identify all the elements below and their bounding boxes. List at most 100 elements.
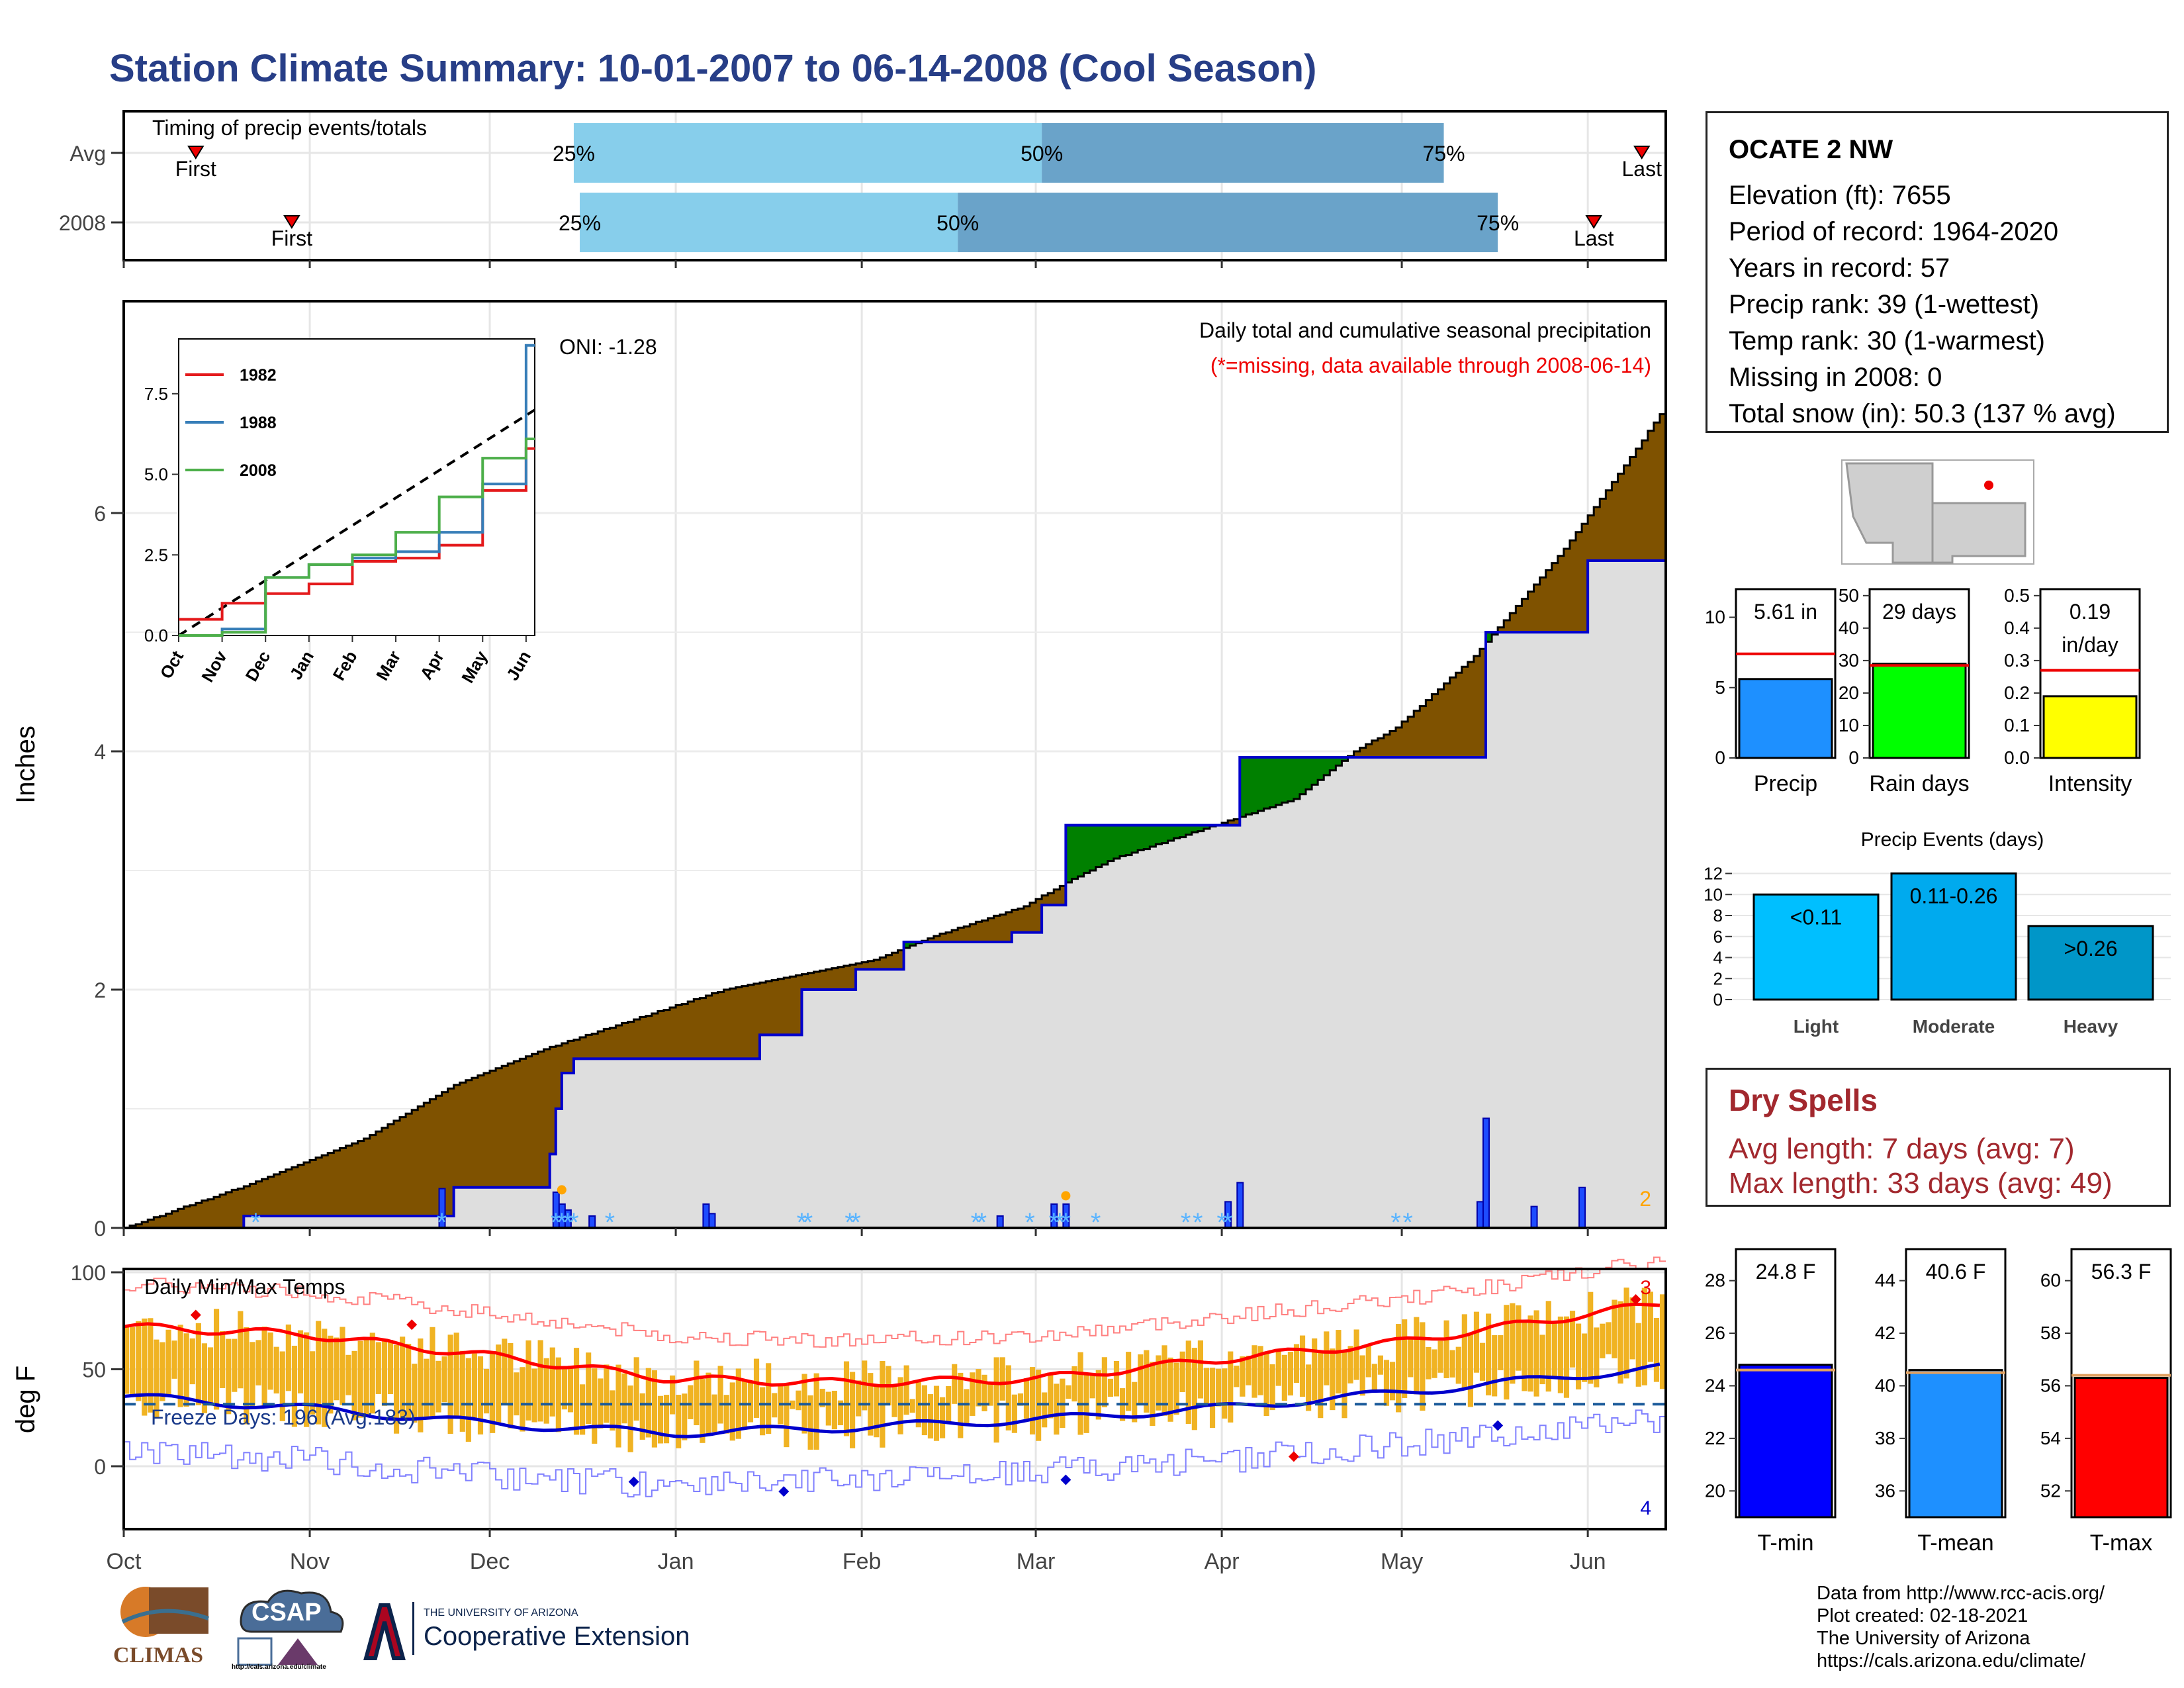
tmin-y-tick-label: 20 <box>1705 1480 1725 1501</box>
temp-daily-bar <box>1240 1356 1246 1397</box>
temp-daily-bar <box>723 1395 729 1434</box>
temp-daily-bar <box>850 1372 856 1448</box>
timing-first-label: First <box>175 157 216 181</box>
temp-daily-bar <box>1234 1366 1240 1387</box>
timing-last-label: Last <box>1574 226 1614 250</box>
temp-daily-bar <box>663 1395 670 1444</box>
tmean-y-tick-label: 40 <box>1875 1375 1895 1395</box>
precip-daily-bar <box>1476 1201 1484 1229</box>
tmin-y-tick-label: 26 <box>1705 1323 1725 1343</box>
precip-total-value-label: 5.61 in <box>1754 600 1817 624</box>
station-info-panel: OCATE 2 NW Elevation (ft): 7655 Period o… <box>1706 111 2169 433</box>
timing-label-75: 75% <box>1477 211 1519 235</box>
temp-daily-bar <box>825 1391 831 1426</box>
tmax-category-label: T-max <box>2090 1530 2152 1556</box>
temp-daily-bar <box>201 1343 208 1413</box>
precip-snow-marker: * <box>850 1208 861 1237</box>
temp-daily-bar <box>903 1365 909 1415</box>
temp-daily-bar <box>561 1368 567 1410</box>
intensity-value-label: 0.19 <box>2070 600 2111 624</box>
temp-daily-bar <box>807 1395 813 1450</box>
temp-daily-bar <box>1132 1382 1138 1423</box>
tmin-y-tick-label: 28 <box>1705 1270 1725 1291</box>
tmin-y-tick-label: 24 <box>1705 1375 1725 1395</box>
temp-daily-bar <box>154 1339 159 1418</box>
temp-daily-bar <box>1383 1360 1390 1406</box>
temp-daily-bar <box>1054 1383 1060 1435</box>
precip-y-tick-label: 6 <box>94 502 106 526</box>
precip-events-bar <box>1890 872 2017 1001</box>
temp-daily-bar <box>1402 1319 1408 1399</box>
temp-daily-bar <box>760 1387 766 1436</box>
inset-series-line <box>179 447 535 621</box>
ua-logo-divider <box>412 1602 414 1655</box>
month-tick-label: Jan <box>658 1549 694 1574</box>
precip-snow-marker: * <box>803 1208 813 1237</box>
precip-y-label: Inches <box>11 726 40 804</box>
temp-daily-bar <box>1101 1357 1107 1407</box>
temp-daily-bar <box>537 1340 543 1422</box>
tmean-bar <box>1908 1369 2003 1519</box>
temp-daily-bar <box>1330 1348 1336 1411</box>
temp-daily-bar <box>165 1329 171 1397</box>
precip-daily-bar <box>1578 1186 1586 1229</box>
inset-y-tick-label: 5.0 <box>144 465 168 485</box>
temp-record-low-marker <box>778 1486 790 1497</box>
temp-daily-bar <box>316 1321 322 1425</box>
precip-y-tick-label: 0 <box>94 1217 106 1241</box>
temp-daily-bar <box>999 1357 1005 1401</box>
temp-daily-bar <box>1486 1313 1492 1395</box>
timing-bar-q25-q50 <box>573 123 1042 183</box>
temp-daily-bar <box>627 1385 633 1452</box>
temp-daily-bar <box>1179 1351 1185 1392</box>
temp-daily-bar <box>1257 1346 1263 1395</box>
temp-daily-bar <box>189 1338 195 1385</box>
precip-snow-marker: * <box>1061 1208 1071 1237</box>
temp-daily-bar <box>1197 1340 1203 1399</box>
precip-corner-count: 2 <box>1639 1187 1651 1211</box>
temp-daily-bar <box>1414 1317 1420 1395</box>
month-tick-label: Jun <box>1570 1549 1606 1574</box>
temp-daily-bar <box>1437 1340 1443 1373</box>
temp-daily-bar <box>1173 1362 1179 1415</box>
temp-daily-bar <box>124 1325 130 1394</box>
temp-daily-bar <box>1222 1368 1228 1419</box>
precip-average-overlap <box>124 561 1666 1228</box>
inset-legend-label: 2008 <box>240 461 277 480</box>
precip-events-title: Precip Events (days) <box>1861 829 2044 851</box>
temp-record-high-marker <box>1630 1294 1641 1305</box>
temp-daily-bar <box>1312 1338 1318 1401</box>
temp-daily-bar <box>1306 1364 1312 1411</box>
temp-daily-bar <box>610 1390 615 1431</box>
temp-daily-bar <box>1545 1301 1551 1392</box>
temp-daily-bar <box>369 1333 375 1414</box>
temp-daily-bar <box>586 1352 592 1424</box>
temp-record-low-marker <box>628 1476 639 1487</box>
temp-daily-bar <box>1635 1323 1641 1387</box>
precip-daily-bar <box>1482 1117 1490 1229</box>
temp-daily-bar <box>412 1364 418 1423</box>
temp-daily-bar <box>1011 1394 1017 1433</box>
temp-daily-bar <box>543 1358 549 1424</box>
temp-daily-bar <box>976 1369 981 1407</box>
temp-daily-bar <box>400 1336 406 1421</box>
precip-snow-marker: * <box>1048 1208 1059 1237</box>
timing-bar-q50-q75 <box>1042 123 1444 183</box>
temp-daily-bar <box>1426 1346 1432 1380</box>
month-tick-label: May <box>1381 1549 1423 1574</box>
rain-days-y-tick-label: 30 <box>1839 650 1859 671</box>
temp-daily-bar <box>261 1327 267 1408</box>
temp-daily-bar <box>340 1327 345 1405</box>
temp-daily-bar <box>1263 1352 1269 1417</box>
rain-days-y-tick-label: 50 <box>1839 585 1859 606</box>
temp-daily-bars <box>124 1288 1666 1452</box>
temp-record-high-marker <box>1288 1451 1299 1462</box>
timing-first-label: First <box>271 226 312 250</box>
intensity-bar <box>2042 695 2138 759</box>
precip-record-marker <box>557 1185 567 1195</box>
rain-days-y-tick-label: 10 <box>1839 715 1859 735</box>
temp-daily-bar <box>1107 1378 1114 1397</box>
ua-logo-big: Cooperative Extension <box>424 1622 690 1651</box>
intensity-value-label: in/day <box>2062 633 2118 657</box>
